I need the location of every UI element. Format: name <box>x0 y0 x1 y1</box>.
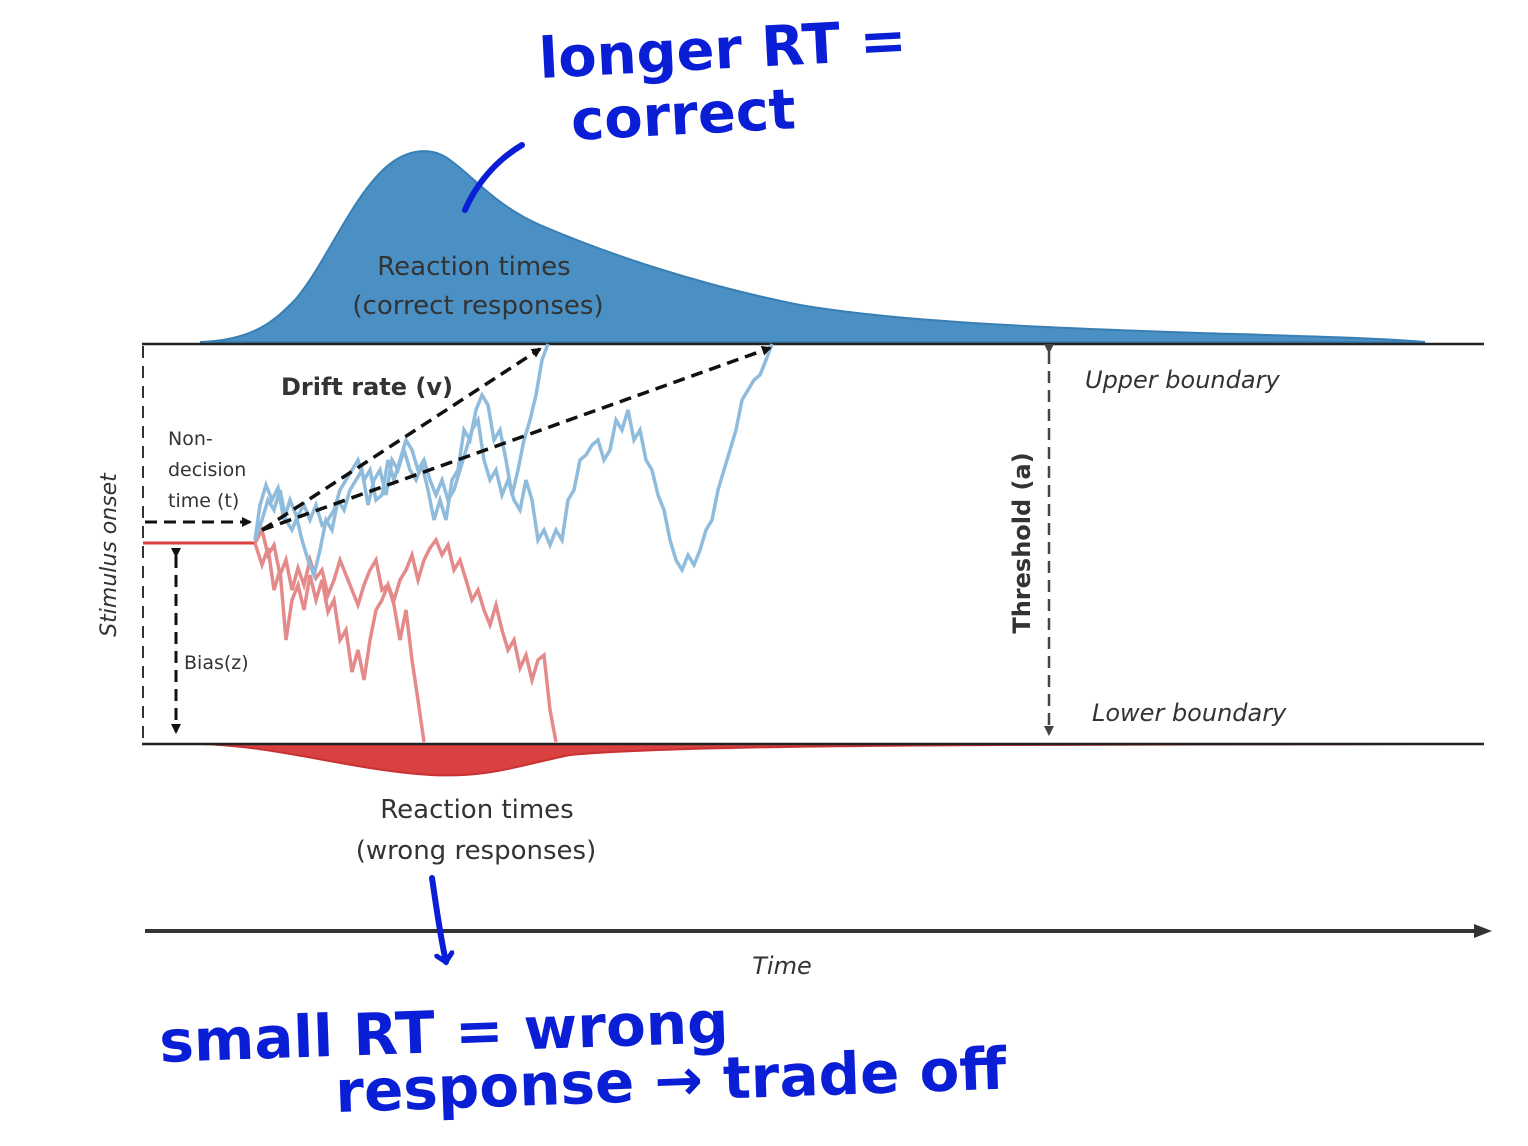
wrong-path-1 <box>253 542 426 743</box>
annotation-bottom-pointer <box>429 875 446 962</box>
wrong-rt-distribution <box>199 743 1426 777</box>
lower-boundary-label: Lower boundary <box>1092 699 1287 727</box>
correct-path-2 <box>253 343 774 574</box>
correct-rt-label-line1: Reaction times <box>377 252 570 282</box>
non-decision-label-line3: time (t) <box>168 490 239 512</box>
time-axis-label: Time <box>752 952 811 980</box>
annotation-top-line2: correct <box>569 77 797 154</box>
drift-rate-arrow-2 <box>261 345 772 532</box>
non-decision-label-line2: decision <box>168 459 246 481</box>
correct-rt-label-line2: (correct responses) <box>352 291 603 321</box>
time-axis-arrowhead <box>1474 924 1492 938</box>
upper-boundary-label: Upper boundary <box>1085 366 1280 394</box>
drift-rate-arrow-1 <box>261 347 542 532</box>
bias-label: Bias(z) <box>184 652 249 674</box>
wrong-rt-label-line2: (wrong responses) <box>356 836 596 866</box>
wrong-path-2 <box>253 525 558 743</box>
annotation-top-pointer <box>462 142 525 213</box>
non-decision-label-line1: Non- <box>168 428 213 450</box>
threshold-label: Threshold (a) <box>1008 452 1036 633</box>
annotation-top-line1: longer RT = <box>537 8 908 92</box>
correct-rt-distribution <box>199 150 1426 343</box>
stimulus-onset-label: Stimulus onset <box>97 472 122 637</box>
wrong-rt-label-line1: Reaction times <box>380 795 573 825</box>
drift-rate-label: Drift rate (v) <box>281 373 453 401</box>
